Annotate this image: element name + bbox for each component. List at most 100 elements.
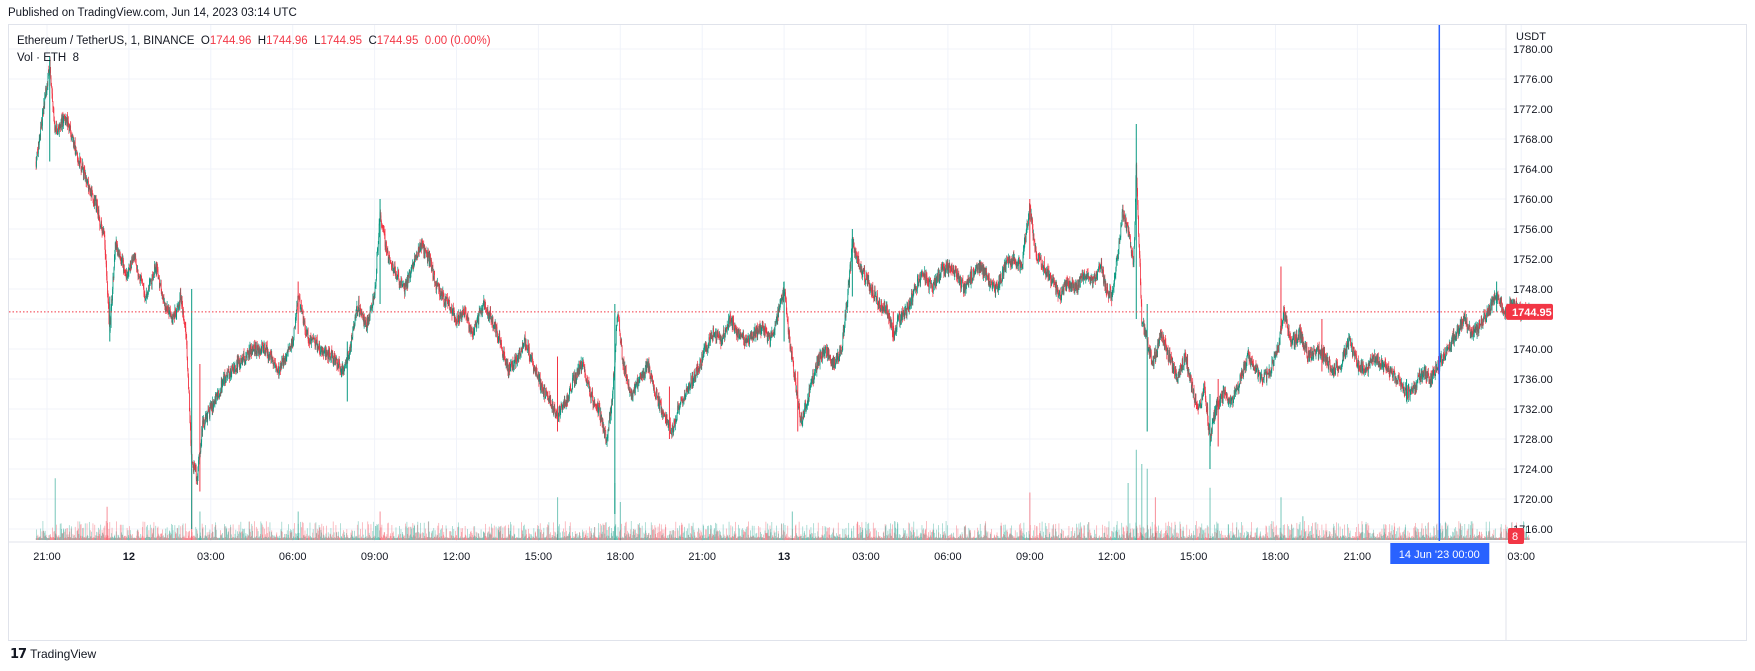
volume-bar xyxy=(459,538,461,540)
volume-bar xyxy=(101,535,102,540)
volume-bar xyxy=(972,538,973,540)
volume-bar xyxy=(1357,536,1359,540)
volume-bar xyxy=(1352,537,1354,540)
volume-bar xyxy=(418,532,420,540)
volume-bar xyxy=(115,538,117,540)
volume-bar xyxy=(535,535,537,540)
candle-body xyxy=(50,77,52,86)
volume-bar xyxy=(575,534,577,540)
volume-bar xyxy=(1150,526,1151,540)
candle-body xyxy=(174,307,176,318)
volume-bar xyxy=(1358,537,1360,540)
candle-body xyxy=(44,96,46,106)
volume-bar xyxy=(523,524,525,540)
volume-bar xyxy=(1307,536,1308,540)
volume-bar xyxy=(881,537,882,540)
volume-bar xyxy=(1064,537,1065,540)
volume-bar xyxy=(292,528,294,540)
volume-bar xyxy=(831,534,832,540)
volume-bar xyxy=(670,537,671,540)
candle-body xyxy=(208,409,209,411)
volume-bar xyxy=(1049,532,1051,540)
volume-bar xyxy=(789,538,791,540)
volume-bar xyxy=(837,535,839,540)
volume-bar xyxy=(143,538,144,540)
volume-bar xyxy=(412,527,414,540)
volume-bar xyxy=(107,535,109,540)
volume-bar xyxy=(1165,522,1167,540)
volume-bar xyxy=(975,538,977,540)
volume-bar xyxy=(1251,537,1253,540)
candle-body xyxy=(85,173,87,178)
volume-bar xyxy=(806,524,808,540)
volume-bar xyxy=(1486,531,1487,540)
volume-bar xyxy=(840,537,841,540)
volume-bar xyxy=(432,530,433,540)
candle-body xyxy=(326,350,327,355)
volume-bar xyxy=(445,537,446,540)
volume-spike xyxy=(54,478,56,540)
volume-bar xyxy=(740,537,742,540)
volume-bar xyxy=(1184,537,1185,540)
volume-bar xyxy=(1525,525,1527,540)
volume-bar xyxy=(492,537,493,540)
volume-bar xyxy=(88,538,90,540)
volume-bar xyxy=(651,538,653,540)
volume-bar xyxy=(141,535,143,540)
volume-bar xyxy=(1245,538,1246,540)
volume-bar xyxy=(40,528,41,540)
candle-body xyxy=(336,364,338,367)
volume-bar xyxy=(168,537,169,540)
volume-bar xyxy=(897,537,899,540)
candle-body xyxy=(41,119,42,127)
volume-bar xyxy=(181,537,183,540)
volume-bar xyxy=(223,537,225,540)
volume-bar xyxy=(1240,532,1242,540)
candle-body xyxy=(41,119,43,126)
volume-spike xyxy=(791,511,793,540)
candle-body xyxy=(146,291,148,295)
volume-bar xyxy=(1182,538,1184,540)
candle-body xyxy=(123,259,124,272)
candle-body xyxy=(398,272,400,279)
candle-body xyxy=(38,142,39,154)
candle-body xyxy=(254,349,256,352)
volume-bar xyxy=(1188,535,1190,540)
volume-bar xyxy=(1248,533,1250,540)
volume-bar xyxy=(689,537,691,540)
volume-bar xyxy=(747,526,749,540)
candle-body xyxy=(111,298,112,308)
volume-bar xyxy=(370,536,371,540)
volume-bar xyxy=(350,532,352,540)
volume-bar xyxy=(766,533,767,540)
volume-bar xyxy=(1023,534,1025,540)
candle-body xyxy=(407,275,409,287)
volume-bar xyxy=(562,531,563,540)
candle-body xyxy=(54,122,56,131)
volume-bar xyxy=(1527,538,1529,540)
chart-frame xyxy=(8,24,1747,641)
volume-bar xyxy=(1507,532,1508,540)
volume-bar xyxy=(507,538,509,540)
volume-bar xyxy=(754,537,755,540)
volume-bar xyxy=(170,532,172,540)
volume-bar xyxy=(359,538,360,540)
volume-bar xyxy=(917,537,919,540)
volume-bar xyxy=(858,537,860,540)
volume-bar xyxy=(550,532,552,540)
volume-bar xyxy=(68,537,69,540)
volume-bar xyxy=(214,537,215,540)
candle-body xyxy=(289,347,290,350)
volume-bar xyxy=(1104,537,1106,540)
volume-bar xyxy=(684,526,685,540)
volume-bar xyxy=(366,538,367,540)
volume-bar xyxy=(1442,531,1443,540)
volume-bar xyxy=(667,538,669,540)
volume-bar xyxy=(1165,535,1167,540)
volume-bar xyxy=(97,532,99,540)
volume-bar xyxy=(865,528,866,540)
volume-bar xyxy=(598,535,600,540)
volume-bar xyxy=(1199,537,1201,540)
volume-bar xyxy=(619,531,620,540)
